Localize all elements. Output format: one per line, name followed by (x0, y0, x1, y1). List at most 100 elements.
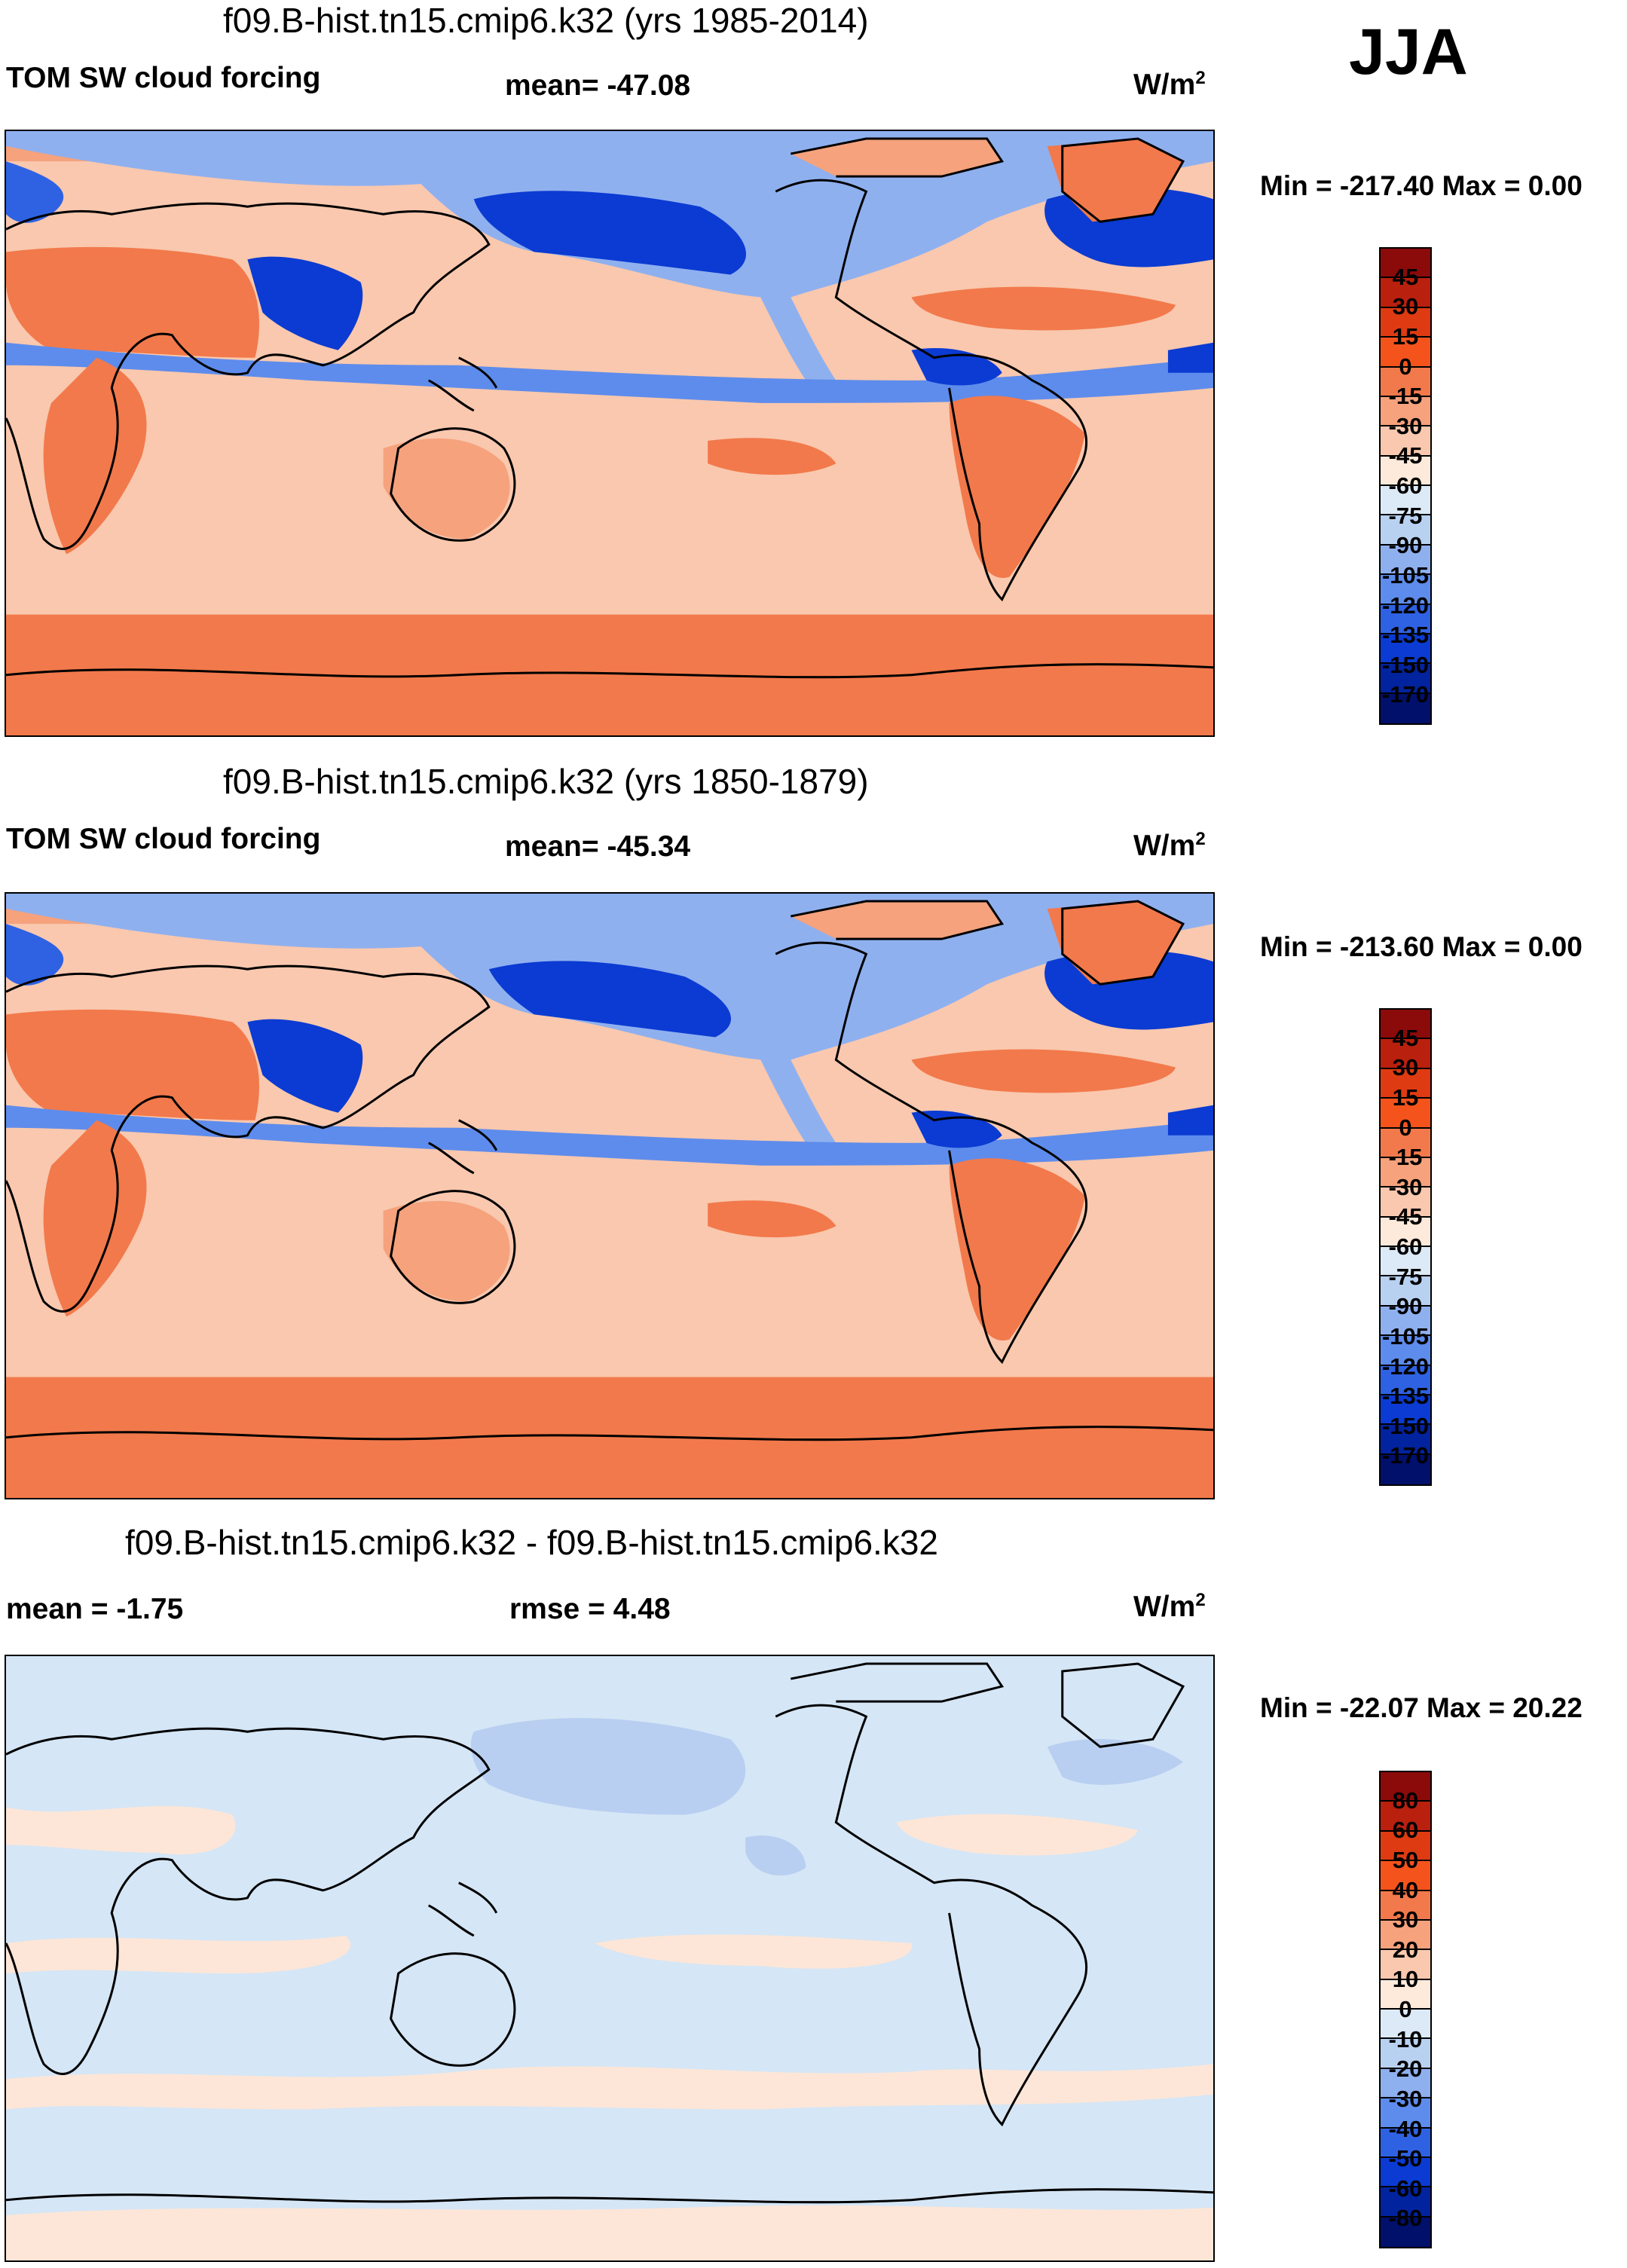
panel-3-colorbar-swatch (1381, 1831, 1430, 1862)
panel-2-colorbar-tick-label: -170 (1381, 1442, 1430, 1469)
panel-1-colorbar-tick-label: -120 (1381, 591, 1430, 619)
panel-1-colorbar-swatch (1381, 307, 1430, 338)
panel-2-units: W/m2 (1133, 829, 1206, 862)
panel-2-mean-label: mean= -45.34 (505, 830, 691, 863)
panel-1-colorbar-swatch (1381, 634, 1430, 665)
panel-1-colorbar-swatch (1381, 367, 1430, 397)
panel-1-colorbar-tick-label: -45 (1388, 442, 1423, 469)
panel-2-colorbar-swatch (1381, 1010, 1430, 1040)
panel-1-map-svg (6, 131, 1213, 735)
panel-3-map (5, 1655, 1215, 2262)
panel-3-title: f09.B-hist.tn15.cmip6.k32 - f09.B-hist.t… (125, 1523, 938, 1562)
panel-3-mean-label: mean = -1.75 (6, 1593, 184, 1625)
panel-2-colorbar-tick-label: -45 (1388, 1203, 1423, 1230)
panel-1-colorbar-swatch (1381, 278, 1430, 308)
panel-1-colorbar-swatch (1381, 575, 1430, 605)
panel-3-colorbar-tick-label: -80 (1388, 2205, 1423, 2232)
panel-3-colorbar-tick-label: -20 (1388, 2056, 1423, 2083)
panel-2-colorbar-swatch (1381, 1365, 1430, 1395)
panel-2-minmax: Min = -213.60 Max = 0.00 (1260, 931, 1583, 962)
panel-2-colorbar-swatch (1381, 1454, 1430, 1484)
panel-1-colorbar-tick-label: -150 (1381, 651, 1430, 678)
panel-1-colorbar-swatch (1381, 545, 1430, 576)
panel-1-colorbar-tick-label: -105 (1381, 561, 1430, 588)
panel-1-colorbar-swatch (1381, 604, 1430, 634)
panel-2-colorbar-tick-label: -90 (1388, 1293, 1423, 1320)
panel-2-colorbar-tick-label: -15 (1388, 1144, 1423, 1171)
panel-1-colorbar-swatch (1381, 486, 1430, 516)
panel-1-colorbar-tick-label: 15 (1392, 322, 1419, 350)
panel-1-colorbar-swatch (1381, 664, 1430, 694)
panel-3-colorbar-swatch (1381, 2128, 1430, 2158)
panel-2-colorbar-swatch (1381, 1217, 1430, 1247)
panel-2-colorbar-tick-label: -60 (1388, 1233, 1423, 1260)
panel-2-map-svg (6, 894, 1213, 1498)
panel-2-colorbar-swatch (1381, 1068, 1430, 1099)
panel-1-mean-label: mean= -47.08 (505, 69, 691, 102)
panel-3-colorbar-swatch (1381, 1950, 1430, 1980)
panel-2-variable-label: TOM SW cloud forcing (6, 823, 321, 855)
panel-1-colorbar-tick-label: -170 (1381, 681, 1430, 708)
panel-2-colorbar-tick-label: 45 (1392, 1024, 1419, 1051)
panel-2-colorbar-tick-label: -30 (1388, 1173, 1423, 1200)
panel-3-colorbar-swatch (1381, 1802, 1430, 1832)
panel-3-colorbar-swatch (1381, 1979, 1430, 2010)
panel-3-colorbar-tick-label: 10 (1392, 1966, 1419, 1993)
panel-1-colorbar-swatch (1381, 426, 1430, 457)
panel-1-colorbar-tick-label: -90 (1388, 532, 1423, 559)
panel-2-colorbar-swatch (1381, 1039, 1430, 1069)
panel-3-colorbar-tick-label: -50 (1388, 2145, 1423, 2172)
panel-2-colorbar-tick-label: -150 (1381, 1412, 1430, 1439)
panel-2-colorbar-tick-label: 0 (1399, 1114, 1412, 1141)
panel-2-colorbar-swatch (1381, 1395, 1430, 1426)
panel-2-colorbar-tick-label: -105 (1381, 1322, 1430, 1349)
panel-2-map (5, 892, 1215, 1499)
panel-1-variable-label: TOM SW cloud forcing (6, 62, 321, 94)
panel-3-colorbar-swatch (1381, 1891, 1430, 1921)
panel-2-colorbar-tick-label: -75 (1388, 1263, 1423, 1290)
panel-1-minmax: Min = -217.40 Max = 0.00 (1260, 170, 1583, 201)
panel-1-map (5, 130, 1215, 737)
panel-3-colorbar-tick-label: -30 (1388, 2085, 1423, 2112)
season-label: JJA (1349, 16, 1468, 88)
panel-1-colorbar-tick-label: 45 (1392, 263, 1419, 290)
panel-1-colorbar-tick-label: 30 (1392, 293, 1419, 320)
panel-1-colorbar-tick-label: 0 (1399, 353, 1412, 380)
panel-1-colorbar (1379, 247, 1432, 725)
panel-3-colorbar-swatch (1381, 2039, 1430, 2069)
panel-2-colorbar-tick-label: 30 (1392, 1054, 1419, 1081)
panel-3-colorbar-swatch (1381, 1920, 1430, 1951)
panel-3-colorbar (1379, 1771, 1432, 2248)
panel-1-colorbar-swatch (1381, 515, 1430, 546)
panel-2-colorbar-swatch (1381, 1099, 1430, 1129)
panel-3-colorbar-swatch (1381, 2010, 1430, 2040)
panel-3-colorbar-tick-label: 80 (1392, 1787, 1419, 1814)
panel-3-colorbar-swatch (1381, 2098, 1430, 2129)
panel-1-title: f09.B-hist.tn15.cmip6.k32 (yrs 1985-2014… (223, 1, 869, 40)
panel-2-colorbar-swatch (1381, 1425, 1430, 1455)
panel-3-colorbar-tick-label: 60 (1392, 1817, 1419, 1844)
panel-3-colorbar-tick-label: -60 (1388, 2175, 1423, 2202)
panel-1-colorbar-tick-label: -15 (1388, 383, 1423, 410)
panel-3-colorbar-swatch (1381, 2068, 1430, 2099)
panel-3-colorbar-tick-label: -10 (1388, 2025, 1423, 2053)
panel-1-colorbar-tick-label: -60 (1388, 472, 1423, 499)
panel-2-colorbar-swatch (1381, 1336, 1430, 1366)
panel-1-units: W/m2 (1133, 68, 1206, 101)
panel-1-colorbar-swatch (1381, 338, 1430, 368)
panel-3-colorbar-tick-label: 40 (1392, 1876, 1419, 1903)
panel-3-colorbar-swatch (1381, 2217, 1430, 2247)
panel-2-colorbar-swatch (1381, 1247, 1430, 1277)
panel-1-colorbar-swatch (1381, 396, 1430, 427)
panel-1-colorbar-swatch (1381, 693, 1430, 723)
panel-3-colorbar-swatch (1381, 1861, 1430, 1891)
panel-2-colorbar-swatch (1381, 1157, 1430, 1188)
panel-1-colorbar-tick-label: -75 (1388, 502, 1423, 529)
panel-3-map-svg (6, 1656, 1213, 2260)
panel-3-colorbar-swatch (1381, 2187, 1430, 2218)
panel-2-colorbar-swatch (1381, 1187, 1430, 1218)
panel-3-units: W/m2 (1133, 1590, 1206, 1623)
panel-2-colorbar-tick-label: 15 (1392, 1084, 1419, 1111)
panel-3-colorbar-tick-label: -40 (1388, 2115, 1423, 2142)
panel-1-colorbar-tick-label: -135 (1381, 622, 1430, 649)
